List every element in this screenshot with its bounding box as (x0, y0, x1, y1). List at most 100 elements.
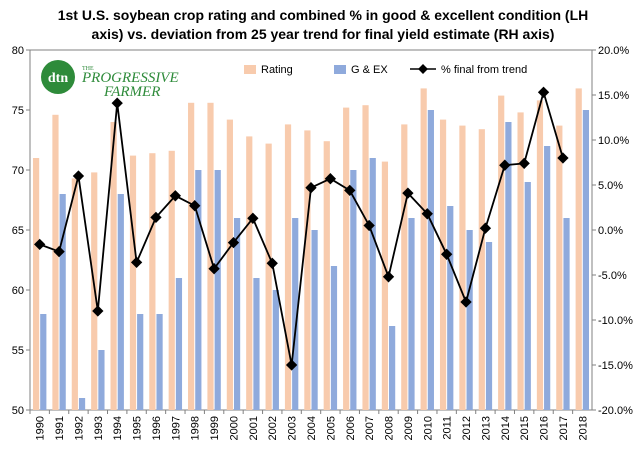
trend-point (382, 271, 395, 283)
gex-bar (427, 110, 434, 410)
trend-point (460, 296, 472, 308)
x-axis-tick-label: 1994 (112, 416, 124, 440)
trend-point (479, 222, 492, 234)
gex-bar (485, 242, 493, 410)
gex-bar (544, 146, 551, 410)
left-axis-tick-label: 80 (12, 45, 24, 57)
rating-bar (478, 129, 485, 410)
trend-point (440, 248, 453, 260)
gex-bar (292, 218, 299, 410)
rating-bar (439, 119, 447, 410)
legend-label-trend: % final from trend (441, 64, 527, 76)
gex-bar (175, 278, 183, 410)
x-axis-tick-label: 2005 (325, 416, 337, 440)
x-axis-tick-label: 2006 (345, 416, 357, 440)
trend-point (266, 257, 278, 269)
gex-bar (447, 206, 454, 410)
x-axis-tick-label: 2014 (500, 416, 512, 440)
trend-point (150, 211, 162, 224)
x-axis-tick-label: 2008 (384, 416, 396, 440)
x-axis-tick-label: 2015 (519, 416, 531, 440)
trend-point (537, 86, 550, 98)
rating-bar (32, 158, 40, 410)
x-axis-tick-label: 1995 (132, 416, 144, 440)
right-axis-tick-label: -5.0% (598, 270, 627, 282)
chart-title-line-1: 1st U.S. soybean crop rating and combine… (58, 7, 589, 23)
rating-bar (110, 122, 117, 410)
gex-bar (117, 194, 124, 410)
right-axis-tick-label: -10.0% (598, 315, 633, 327)
gex-bar (563, 218, 570, 410)
x-axis-tick-label: 2017 (558, 416, 570, 440)
rating-bar (168, 150, 175, 411)
x-axis-tick-label: 2000 (228, 416, 240, 440)
trend-point (557, 152, 569, 164)
x-axis-tick-label: 2018 (577, 416, 589, 440)
rating-bar (323, 141, 330, 410)
rating-bar (459, 125, 466, 410)
right-axis-tick-label: -15.0% (598, 360, 633, 372)
x-axis-tick-label: 1998 (190, 416, 202, 440)
trend-point (344, 184, 356, 197)
x-axis-tick-label: 2010 (422, 416, 434, 440)
x-axis-tick-label: 2012 (461, 416, 473, 440)
rating-bar (401, 124, 408, 411)
dtn-badge-icon (41, 60, 75, 94)
rating-bar (71, 178, 78, 410)
gex-bar (272, 290, 279, 410)
gex-bar (253, 278, 260, 410)
legend: Rating G & EX % final from trend (244, 64, 527, 76)
gex-bar (466, 230, 473, 410)
gex-bar (78, 398, 86, 410)
x-axis-tick-label: 1990 (35, 416, 47, 440)
x-axis-tick-label: 2013 (480, 416, 492, 440)
legend-marker-trend (418, 64, 428, 74)
trend-point (421, 208, 433, 220)
gex-bar (389, 326, 396, 410)
x-axis-tick-label: 1996 (151, 416, 163, 440)
trend-point (208, 263, 220, 275)
x-axis-tick-label: 2002 (267, 416, 279, 440)
left-axis-tick-label: 70 (12, 165, 24, 177)
trend-point (285, 359, 298, 371)
rating-bar (188, 102, 195, 411)
logo-line-1: PROGRESSIVE (81, 70, 179, 86)
right-axis-tick-label: 0.0% (598, 225, 623, 237)
rating-bar (265, 143, 272, 410)
x-axis-tick-label: 2007 (364, 416, 376, 440)
trend-line (39, 89, 564, 366)
x-axis-tick-label: 1999 (209, 416, 221, 440)
gex-bar (369, 158, 376, 410)
right-axis-tick-label: 5.0% (598, 180, 623, 192)
x-axis-tick-label: 1992 (73, 416, 85, 440)
gex-bar (330, 266, 338, 410)
trend-point (227, 236, 240, 249)
gex-bar (408, 218, 415, 410)
left-axis-tick-label: 50 (12, 405, 24, 417)
gex-bar (233, 218, 241, 410)
rating-bar (343, 107, 350, 410)
rating-bar (498, 95, 505, 410)
rating-bar (226, 119, 233, 410)
logo-small-text: THE (82, 66, 94, 72)
x-axis-tick-label: 2016 (539, 416, 551, 440)
trend-point (305, 182, 317, 194)
trend-point (518, 157, 530, 170)
gex-bar (350, 170, 357, 410)
trend-point (402, 187, 414, 199)
left-axis-tick-label: 65 (12, 225, 24, 237)
x-axis-tick-label: 2003 (287, 416, 299, 440)
x-axis-tick-label: 1997 (170, 416, 182, 440)
rating-bar (381, 161, 389, 410)
rating-bar (575, 88, 582, 411)
x-axis-tick-label: 2009 (403, 416, 415, 440)
rating-bar (149, 153, 156, 410)
rating-bar (420, 88, 427, 411)
trend-point (169, 190, 182, 202)
x-axis-tick-label: 1993 (93, 416, 105, 440)
rating-bar (362, 105, 369, 410)
rating-bar (517, 112, 524, 411)
gex-bar (195, 170, 202, 410)
gex-bar (98, 350, 105, 410)
